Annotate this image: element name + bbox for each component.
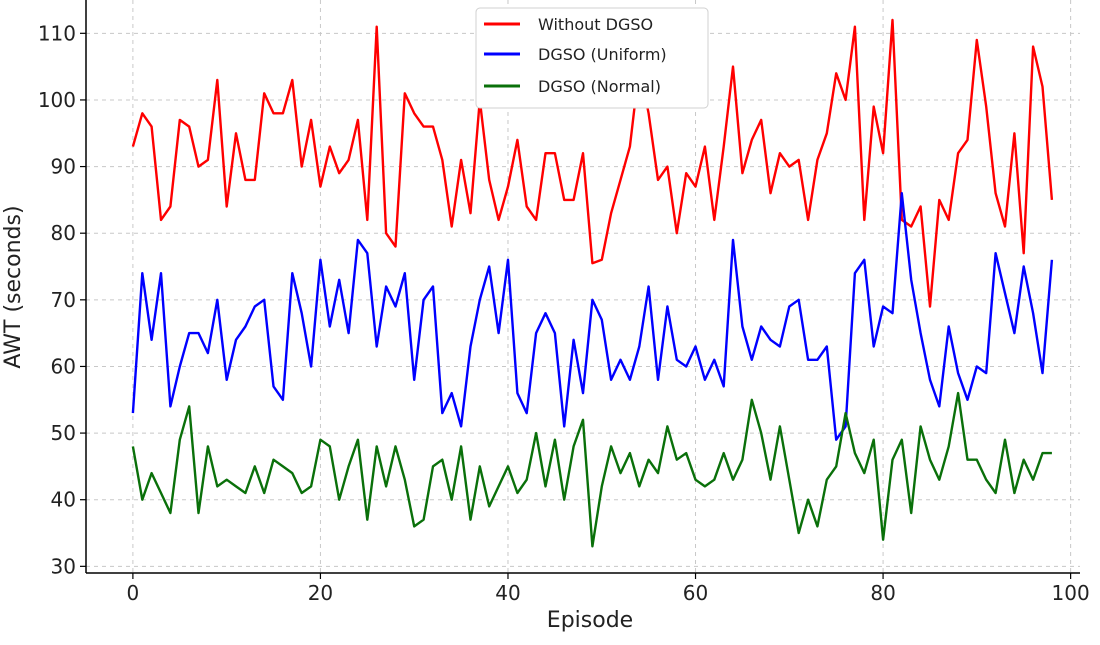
y-axis-label: AWT (seconds) bbox=[1, 205, 26, 368]
tick-labels: 0 20 40 60 80 100 30 40 50 60 70 80 90 100 110 bbox=[38, 21, 1090, 605]
x-tick-label: 0 bbox=[127, 581, 140, 605]
axes bbox=[80, 0, 1080, 579]
y-tick-label: 50 bbox=[51, 421, 76, 445]
y-tick-label: 110 bbox=[38, 21, 76, 45]
series-line-dgso-normal bbox=[131, 391, 1052, 548]
legend-label-dgso-normal: DGSO (Normal) bbox=[538, 77, 661, 96]
x-tick-label: 60 bbox=[683, 581, 708, 605]
y-tick-label: 70 bbox=[51, 288, 76, 312]
x-tick-label: 80 bbox=[870, 581, 895, 605]
legend-box bbox=[475, 7, 709, 109]
x-tick-label: 100 bbox=[1052, 581, 1090, 605]
x-tick-label: 20 bbox=[308, 581, 333, 605]
x-axis-label: Episode bbox=[547, 608, 633, 633]
y-tick-label: 60 bbox=[51, 354, 76, 378]
series-line-dgso-uniform bbox=[131, 191, 1054, 441]
x-tick-label: 40 bbox=[495, 581, 520, 605]
series-group bbox=[131, 18, 1054, 548]
y-tick-label: 30 bbox=[51, 554, 76, 578]
y-tick-label: 90 bbox=[51, 155, 76, 179]
legend: Without DGSO DGSO (Uniform) DGSO (Normal… bbox=[475, 7, 709, 109]
series-line-without-dgso bbox=[131, 18, 1054, 308]
y-tick-label: 40 bbox=[51, 488, 76, 512]
y-tick-label: 100 bbox=[38, 88, 76, 112]
legend-label-dgso-uniform: DGSO (Uniform) bbox=[538, 45, 667, 64]
y-tick-label: 80 bbox=[51, 221, 76, 245]
legend-label-without-dgso: Without DGSO bbox=[538, 15, 653, 34]
